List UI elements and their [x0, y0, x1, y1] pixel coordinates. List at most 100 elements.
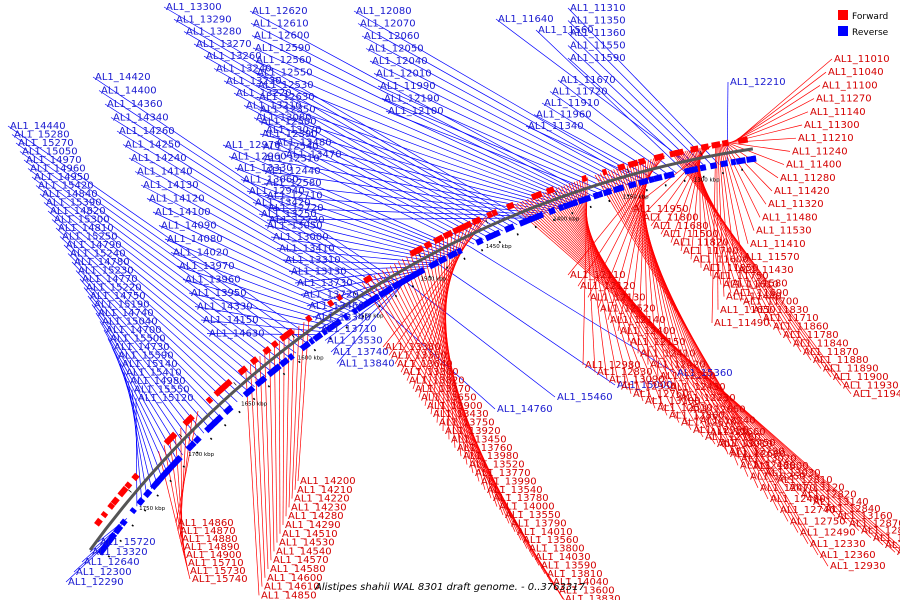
- leader-line: [249, 10, 594, 197]
- gene-label: AL1_14240: [131, 153, 187, 164]
- leader-line: [567, 32, 707, 168]
- leader-line: [681, 151, 802, 352]
- gene-label: AL1_12970: [225, 140, 281, 151]
- reverse-gene-arrow: [321, 328, 328, 336]
- forward-gene-arrow: [270, 340, 279, 349]
- reverse-gene-arrow: [119, 518, 128, 527]
- leader-line: [558, 187, 716, 445]
- gene-label: AL1_13000: [273, 232, 329, 243]
- reverse-gene-arrow: [143, 488, 153, 499]
- reverse-gene-arrow: [192, 435, 202, 445]
- reverse-gene-arrow: [387, 285, 394, 293]
- gene-label: AL1_12890: [873, 533, 900, 544]
- reverse-gene-arrow: [484, 233, 493, 242]
- leader-line: [245, 367, 260, 596]
- reverse-gene-arrow: [174, 454, 183, 464]
- leader-line: [677, 152, 822, 369]
- gene-label: AL1_12750: [790, 516, 846, 527]
- gene-label: AL1_13980: [463, 451, 519, 462]
- reverse-gene-arrow: [592, 192, 600, 200]
- gene-label: AL1_11720: [552, 87, 608, 98]
- leader-line: [250, 22, 591, 198]
- leader-line: [414, 251, 492, 499]
- leader-line: [67, 253, 227, 413]
- reverse-gene-arrow: [100, 543, 109, 552]
- gene-label: AL1_12130: [590, 292, 646, 303]
- gene-label: AL1_13900: [427, 401, 483, 412]
- rna-feature-mark: [267, 385, 271, 388]
- leader-line: [291, 325, 300, 499]
- gene-label: AL1_11740: [683, 246, 739, 257]
- gene-label: AL1_13740: [333, 347, 389, 358]
- gene-label: AL1_12720: [268, 203, 324, 214]
- tick-label: 1450 kbp: [486, 244, 512, 250]
- forward-gene-arrow: [700, 143, 710, 151]
- legend-reverse-label: Reverse: [852, 28, 889, 38]
- gene-label: AL1_11990: [380, 81, 436, 92]
- gene-label: AL1_15500: [110, 334, 166, 345]
- gene-label: AL1_15000: [617, 380, 673, 391]
- leader-line: [533, 114, 655, 180]
- leader-line: [176, 265, 342, 321]
- gene-label: AL1_13140: [813, 497, 869, 508]
- gene-label: AL1_13420: [255, 198, 311, 209]
- reverse-gene-arrow: [287, 353, 295, 361]
- gene-label: AL1_14730: [114, 342, 170, 353]
- gene-label: AL1_12450: [720, 438, 776, 449]
- tick-label: 1500 kbp: [420, 277, 446, 283]
- gene-label: AL1_13730: [297, 278, 353, 289]
- gene-label: AL1_15270: [18, 138, 74, 149]
- rna-feature-mark: [329, 337, 332, 340]
- gene-label: AL1_12430: [670, 382, 726, 393]
- reverse-gene-arrow: [602, 188, 613, 197]
- rna-feature-mark: [107, 555, 111, 558]
- leader-line: [634, 163, 679, 399]
- reverse-gene-arrow: [270, 363, 282, 374]
- gene-label: AL1_15730: [190, 566, 246, 577]
- gene-label: AL1_14540: [276, 546, 332, 557]
- gene-label: AL1_14630: [209, 329, 265, 340]
- tick-label: 1400 kbp: [553, 217, 579, 223]
- leader-line: [541, 102, 662, 178]
- leader-line: [607, 170, 779, 511]
- leader-line: [610, 170, 769, 500]
- gene-label: AL1_14900: [186, 550, 242, 561]
- gene-label: AL1_14960: [30, 164, 86, 175]
- gene-label: AL1_12910: [897, 547, 900, 558]
- gene-label: AL1_13450: [451, 434, 507, 445]
- leader-line: [253, 59, 580, 202]
- leader-line: [259, 356, 269, 570]
- leader-line: [213, 68, 503, 232]
- leader-line: [116, 130, 383, 294]
- gene-label: AL1_14030: [535, 552, 591, 563]
- forward-gene-arrow: [505, 201, 515, 211]
- leader-line: [43, 202, 261, 383]
- leader-line: [15, 142, 303, 349]
- gene-label: AL1_12950: [621, 382, 677, 393]
- forward-gene-arrow: [124, 481, 133, 490]
- leader-line: [553, 189, 740, 459]
- leader-line: [560, 186, 704, 438]
- rna-feature-mark: [182, 465, 186, 468]
- gene-label: AL1_11010: [834, 54, 890, 65]
- reverse-gene-arrow: [351, 307, 359, 315]
- gene-label: AL1_15360: [677, 368, 733, 379]
- leader-line: [276, 248, 436, 264]
- reverse-gene-arrow: [246, 385, 256, 395]
- gene-label: AL1_11880: [813, 355, 869, 366]
- leader-line: [549, 91, 670, 176]
- gene-features: [94, 136, 757, 558]
- gene-label: AL1_14220: [294, 494, 350, 505]
- gene-label: AL1_14200: [300, 476, 356, 487]
- leader-line: [270, 236, 439, 263]
- gene-label: AL1_11480: [762, 212, 818, 223]
- reverse-gene-arrow: [709, 162, 718, 170]
- leader-line: [357, 23, 641, 183]
- reverse-gene-arrow: [547, 207, 557, 216]
- gene-label: AL1_15420: [38, 181, 94, 192]
- gene-label: AL1_12500: [261, 117, 317, 128]
- leader-line: [240, 179, 454, 255]
- rna-feature-mark: [498, 240, 501, 244]
- forward-gene-arrow: [413, 245, 425, 255]
- leader-line: [79, 278, 210, 429]
